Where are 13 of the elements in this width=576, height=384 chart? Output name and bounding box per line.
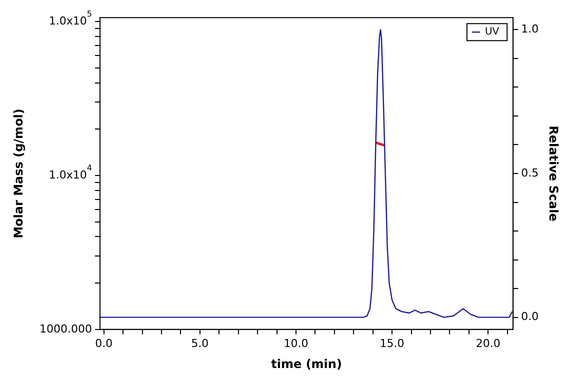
y2-tick-label: 0.0 bbox=[521, 310, 539, 324]
y2-tick-label: 1.0 bbox=[521, 22, 539, 36]
x-tick-label: 10.0 bbox=[284, 336, 308, 350]
legend-label: UV bbox=[484, 26, 500, 38]
x-tick-label: 15.0 bbox=[380, 336, 404, 350]
y2-tick-label: 0.5 bbox=[521, 166, 539, 180]
y-axis-title: Molar Mass (g/mol) bbox=[11, 108, 26, 238]
x-tick-label: 20.0 bbox=[476, 336, 500, 350]
x-tick-label: 5.0 bbox=[191, 336, 209, 350]
y2-axis-title: Relative Scale bbox=[546, 126, 561, 222]
x-tick-label: 0.0 bbox=[95, 336, 113, 350]
y-tick-label: 1000.000 bbox=[40, 322, 92, 336]
x-axis-title: time (min) bbox=[271, 356, 342, 371]
